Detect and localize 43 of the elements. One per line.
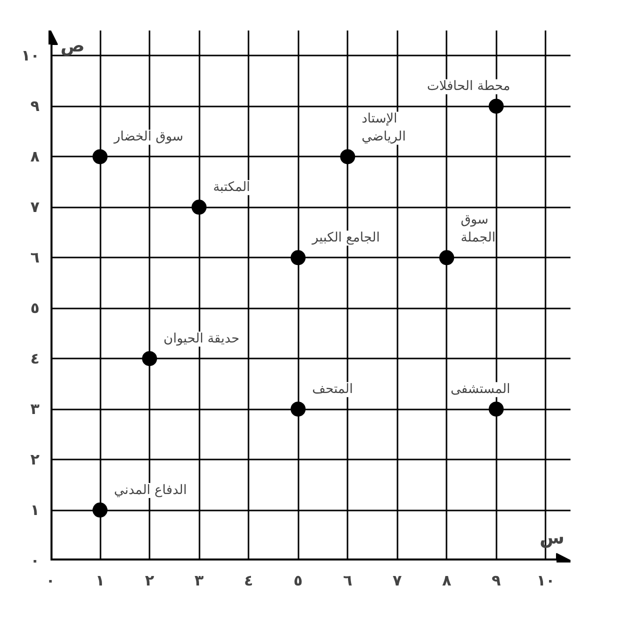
point	[340, 149, 356, 164]
x-tick-label: ٢	[144, 572, 154, 590]
y-tick-label: ٤	[30, 350, 40, 368]
x-tick-label: ٩	[492, 572, 501, 590]
x-tick-label: ٠	[46, 572, 56, 590]
y-axis-title: ص	[60, 36, 85, 56]
x-tick-label: ١٠	[536, 572, 555, 590]
y-tick-label: ٧	[30, 198, 40, 216]
y-tick-label: ١	[30, 501, 40, 520]
point	[142, 351, 158, 366]
annotation: سوق الجملة	[460, 212, 496, 246]
annotation: حديقة الحيوان	[164, 332, 240, 347]
y-tick-label: ٥	[30, 299, 40, 318]
y-tick-label: ٣	[30, 400, 40, 418]
x-tick-label: ٧	[392, 572, 402, 590]
x-tick-label: ٥	[294, 572, 303, 590]
x-tick-label: ٤	[244, 572, 254, 590]
point	[290, 250, 306, 266]
point	[192, 200, 207, 215]
point	[488, 98, 504, 114]
point	[290, 402, 306, 417]
y-tick-label: ٦	[30, 248, 40, 267]
y-tick-label: ٩	[30, 97, 40, 116]
annotation: الإستاد الرياضي	[362, 112, 406, 145]
annotation: المستشفى	[450, 382, 510, 398]
y-tick-label: ٨	[30, 148, 40, 166]
annotation: محطة الحافلات	[426, 79, 510, 94]
y-tick-label: ٠	[30, 552, 40, 570]
x-tick-label: ١	[95, 572, 105, 590]
annotation: المكتبة	[213, 180, 250, 196]
point	[439, 250, 454, 266]
annotation: الدفاع المدني	[114, 483, 187, 498]
x-tick-label: ٦	[343, 572, 352, 590]
point	[488, 402, 504, 417]
point	[92, 149, 108, 164]
annotation: سوق الخضار	[113, 130, 184, 145]
point	[92, 502, 108, 518]
y-tick-label: ١٠	[21, 46, 40, 65]
annotation: المتحف	[312, 382, 353, 398]
x-tick-label: ٨	[442, 572, 452, 590]
annotation: الجامع الكبير	[311, 230, 380, 246]
x-tick-label: ٣	[194, 572, 204, 590]
y-tick-label: ٢	[30, 450, 40, 469]
